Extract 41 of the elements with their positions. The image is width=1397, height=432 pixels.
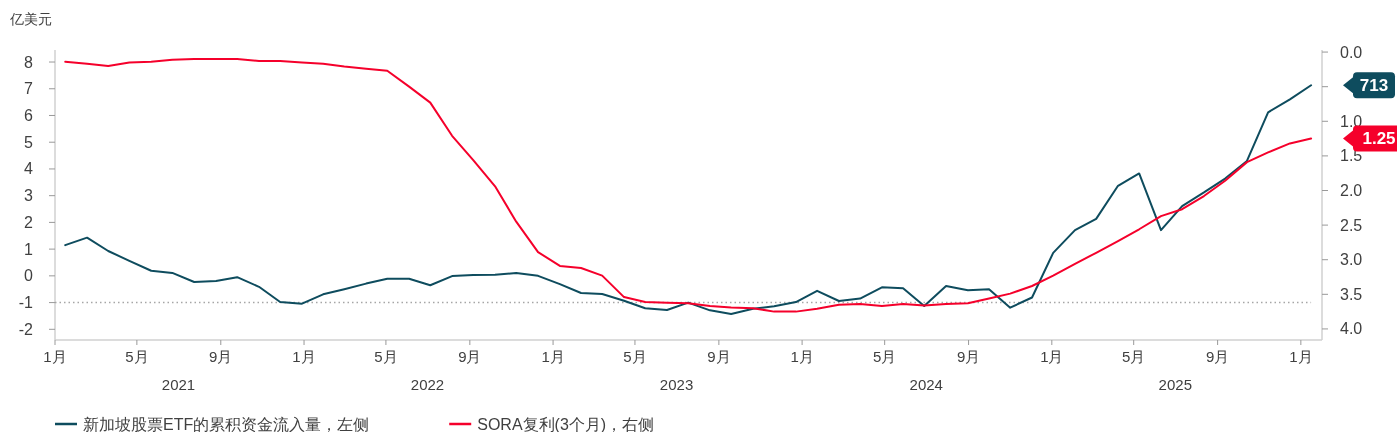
year-label: 2021 <box>161 376 196 393</box>
y-tick-label: 4 <box>24 160 34 178</box>
legend-label: SORA复利(3个月)，右侧 <box>477 415 655 432</box>
x-tick-label: 1月 <box>43 348 67 365</box>
x-tick-label: 9月 <box>707 348 731 365</box>
y-tick-label: 5 <box>24 133 34 151</box>
y-tick-label: 8 <box>24 53 34 71</box>
y-tick-label: 6 <box>24 106 34 124</box>
x-tick-label: 1月 <box>541 348 565 365</box>
x-tick-label: 1月 <box>790 348 814 365</box>
legend-label: 新加坡股票ETF的累积资金流入量，左侧 <box>83 415 370 432</box>
y2-tick-label: 4.0 <box>1340 320 1363 338</box>
y-tick-label: -1 <box>18 294 34 312</box>
y-tick-label: 1 <box>24 240 34 258</box>
x-tick-label: 5月 <box>125 348 149 365</box>
x-tick-label: 9月 <box>956 348 981 365</box>
year-label: 2023 <box>659 376 694 393</box>
x-tick-label: 1月 <box>1040 348 1064 365</box>
y2-tick-label: 2.0 <box>1340 182 1363 199</box>
y-tick-label: 0 <box>24 267 34 285</box>
x-tick-label: 5月 <box>374 348 398 365</box>
y-tick-label: 7 <box>24 80 34 98</box>
x-tick-label: 1月 <box>1289 348 1313 365</box>
y2-tick-label: 3.5 <box>1340 285 1363 303</box>
x-tick-label: 9月 <box>209 348 233 365</box>
y2-tick-label: 2.5 <box>1340 216 1363 234</box>
y2-tick-label: 0.0 <box>1340 43 1363 61</box>
x-tick-label: 5月 <box>872 348 897 365</box>
x-tick-label: 9月 <box>1205 348 1230 365</box>
year-label: 2025 <box>1158 376 1192 393</box>
x-tick-label: 9月 <box>458 348 482 365</box>
x-tick-label: 5月 <box>1122 348 1146 365</box>
x-tick-label: 5月 <box>623 348 647 365</box>
y2-tick-label: 3.0 <box>1340 251 1363 269</box>
x-tick-label: 1月 <box>292 348 316 365</box>
year-label: 2024 <box>909 376 943 393</box>
y-tick-label: 3 <box>24 187 34 205</box>
y-tick-label: 2 <box>24 213 34 231</box>
y-axis-title: 亿美元 <box>9 11 52 27</box>
y-tick-label: -2 <box>18 320 34 338</box>
year-label: 2022 <box>410 376 445 393</box>
